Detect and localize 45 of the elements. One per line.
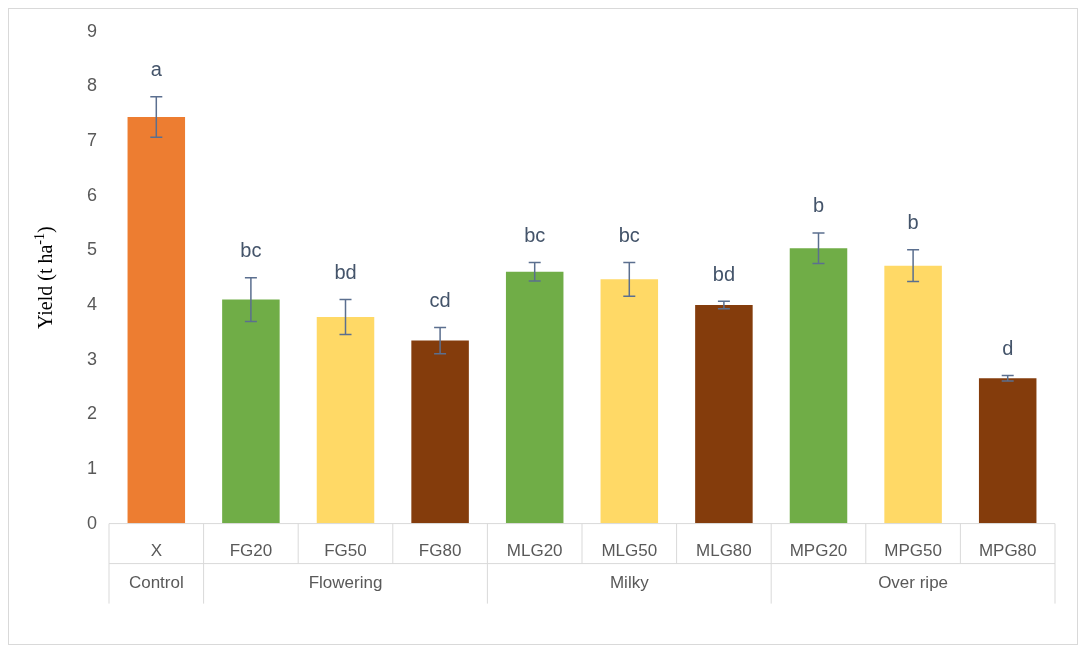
bar: [411, 340, 469, 524]
y-axis-title: Yield (t ha-1): [31, 226, 58, 330]
y-tick-label: 9: [86, 20, 97, 41]
text: Milky: [609, 573, 650, 593]
data-label: d: [1002, 337, 1014, 360]
y-tick-label: 7: [86, 130, 97, 151]
x-tick-label: MPG50: [884, 541, 942, 561]
bar: [600, 279, 659, 524]
bar: [978, 378, 1037, 524]
data-label: bc: [524, 223, 546, 246]
y-tick-label: 6: [86, 184, 97, 205]
x-tick-label: MLG50: [601, 541, 658, 561]
y-tick-label: 3: [86, 348, 97, 369]
x-tick-label: MPG20: [789, 541, 848, 561]
data-label: a: [150, 58, 163, 81]
data-label: b: [907, 211, 919, 234]
text: Control: [128, 573, 184, 593]
bar: [222, 299, 280, 524]
data-label: bd: [334, 261, 357, 284]
x-tick-label: MPG80: [978, 541, 1037, 561]
x-tick-label: FG50: [324, 541, 367, 561]
data-label: bc: [618, 223, 640, 246]
x-tick-label: X: [150, 541, 162, 561]
text: Flowering: [308, 573, 383, 593]
x-tick-label: FG80: [418, 541, 462, 561]
data-label: bc: [240, 239, 262, 262]
y-tick-label: 2: [86, 403, 97, 424]
data-label: cd: [429, 288, 451, 311]
y-tick-label: 4: [86, 293, 97, 314]
bar: [695, 305, 753, 524]
x-tick-label: FG20: [229, 541, 273, 561]
y-tick-label: 5: [86, 239, 97, 260]
bar: [505, 271, 564, 524]
data-label: bd: [712, 262, 736, 285]
bar: [316, 317, 375, 524]
data-label: b: [812, 194, 825, 217]
y-tick-label: 8: [86, 75, 97, 96]
bar: [127, 117, 186, 524]
bar: [884, 265, 942, 524]
x-tick-label: MLG80: [696, 541, 752, 561]
y-tick-label: 1: [86, 457, 97, 478]
x-tick-label: MLG20: [506, 541, 563, 561]
text: Over ripe: [878, 573, 949, 593]
bar: [789, 248, 848, 524]
y-tick-label: 0: [86, 512, 97, 533]
